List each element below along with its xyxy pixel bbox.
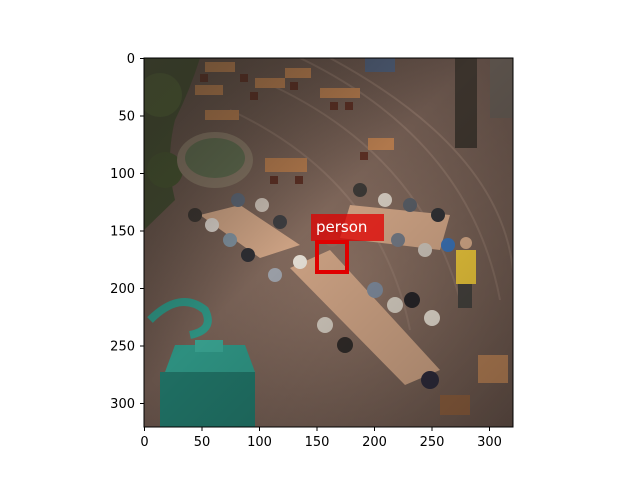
y-tick-label: 100 (110, 167, 135, 182)
x-tick-label: 200 (362, 435, 387, 450)
x-tick-label: 100 (247, 435, 272, 450)
x-axis: 0 50 100 150 200 250 300 (140, 427, 502, 450)
x-tick-label: 250 (420, 435, 445, 450)
x-tick-label: 50 (194, 435, 211, 450)
person-bounding-box (315, 240, 349, 274)
x-tick-label: 300 (477, 435, 502, 450)
axes-frame (143, 57, 514, 428)
x-tick-label: 0 (140, 435, 148, 450)
person-label-background (311, 214, 384, 241)
y-tick-label: 150 (110, 225, 135, 240)
y-tick-label: 250 (110, 340, 135, 355)
y-tick-label: 0 (127, 52, 135, 67)
person-label: person (316, 218, 367, 236)
detections-layer: person (311, 214, 384, 274)
y-tick-label: 50 (118, 110, 135, 125)
y-tick-label: 200 (110, 282, 135, 297)
y-axis: 0 50 100 150 200 250 300 (110, 52, 144, 412)
y-tick-label: 300 (110, 397, 135, 412)
x-tick-label: 150 (305, 435, 330, 450)
